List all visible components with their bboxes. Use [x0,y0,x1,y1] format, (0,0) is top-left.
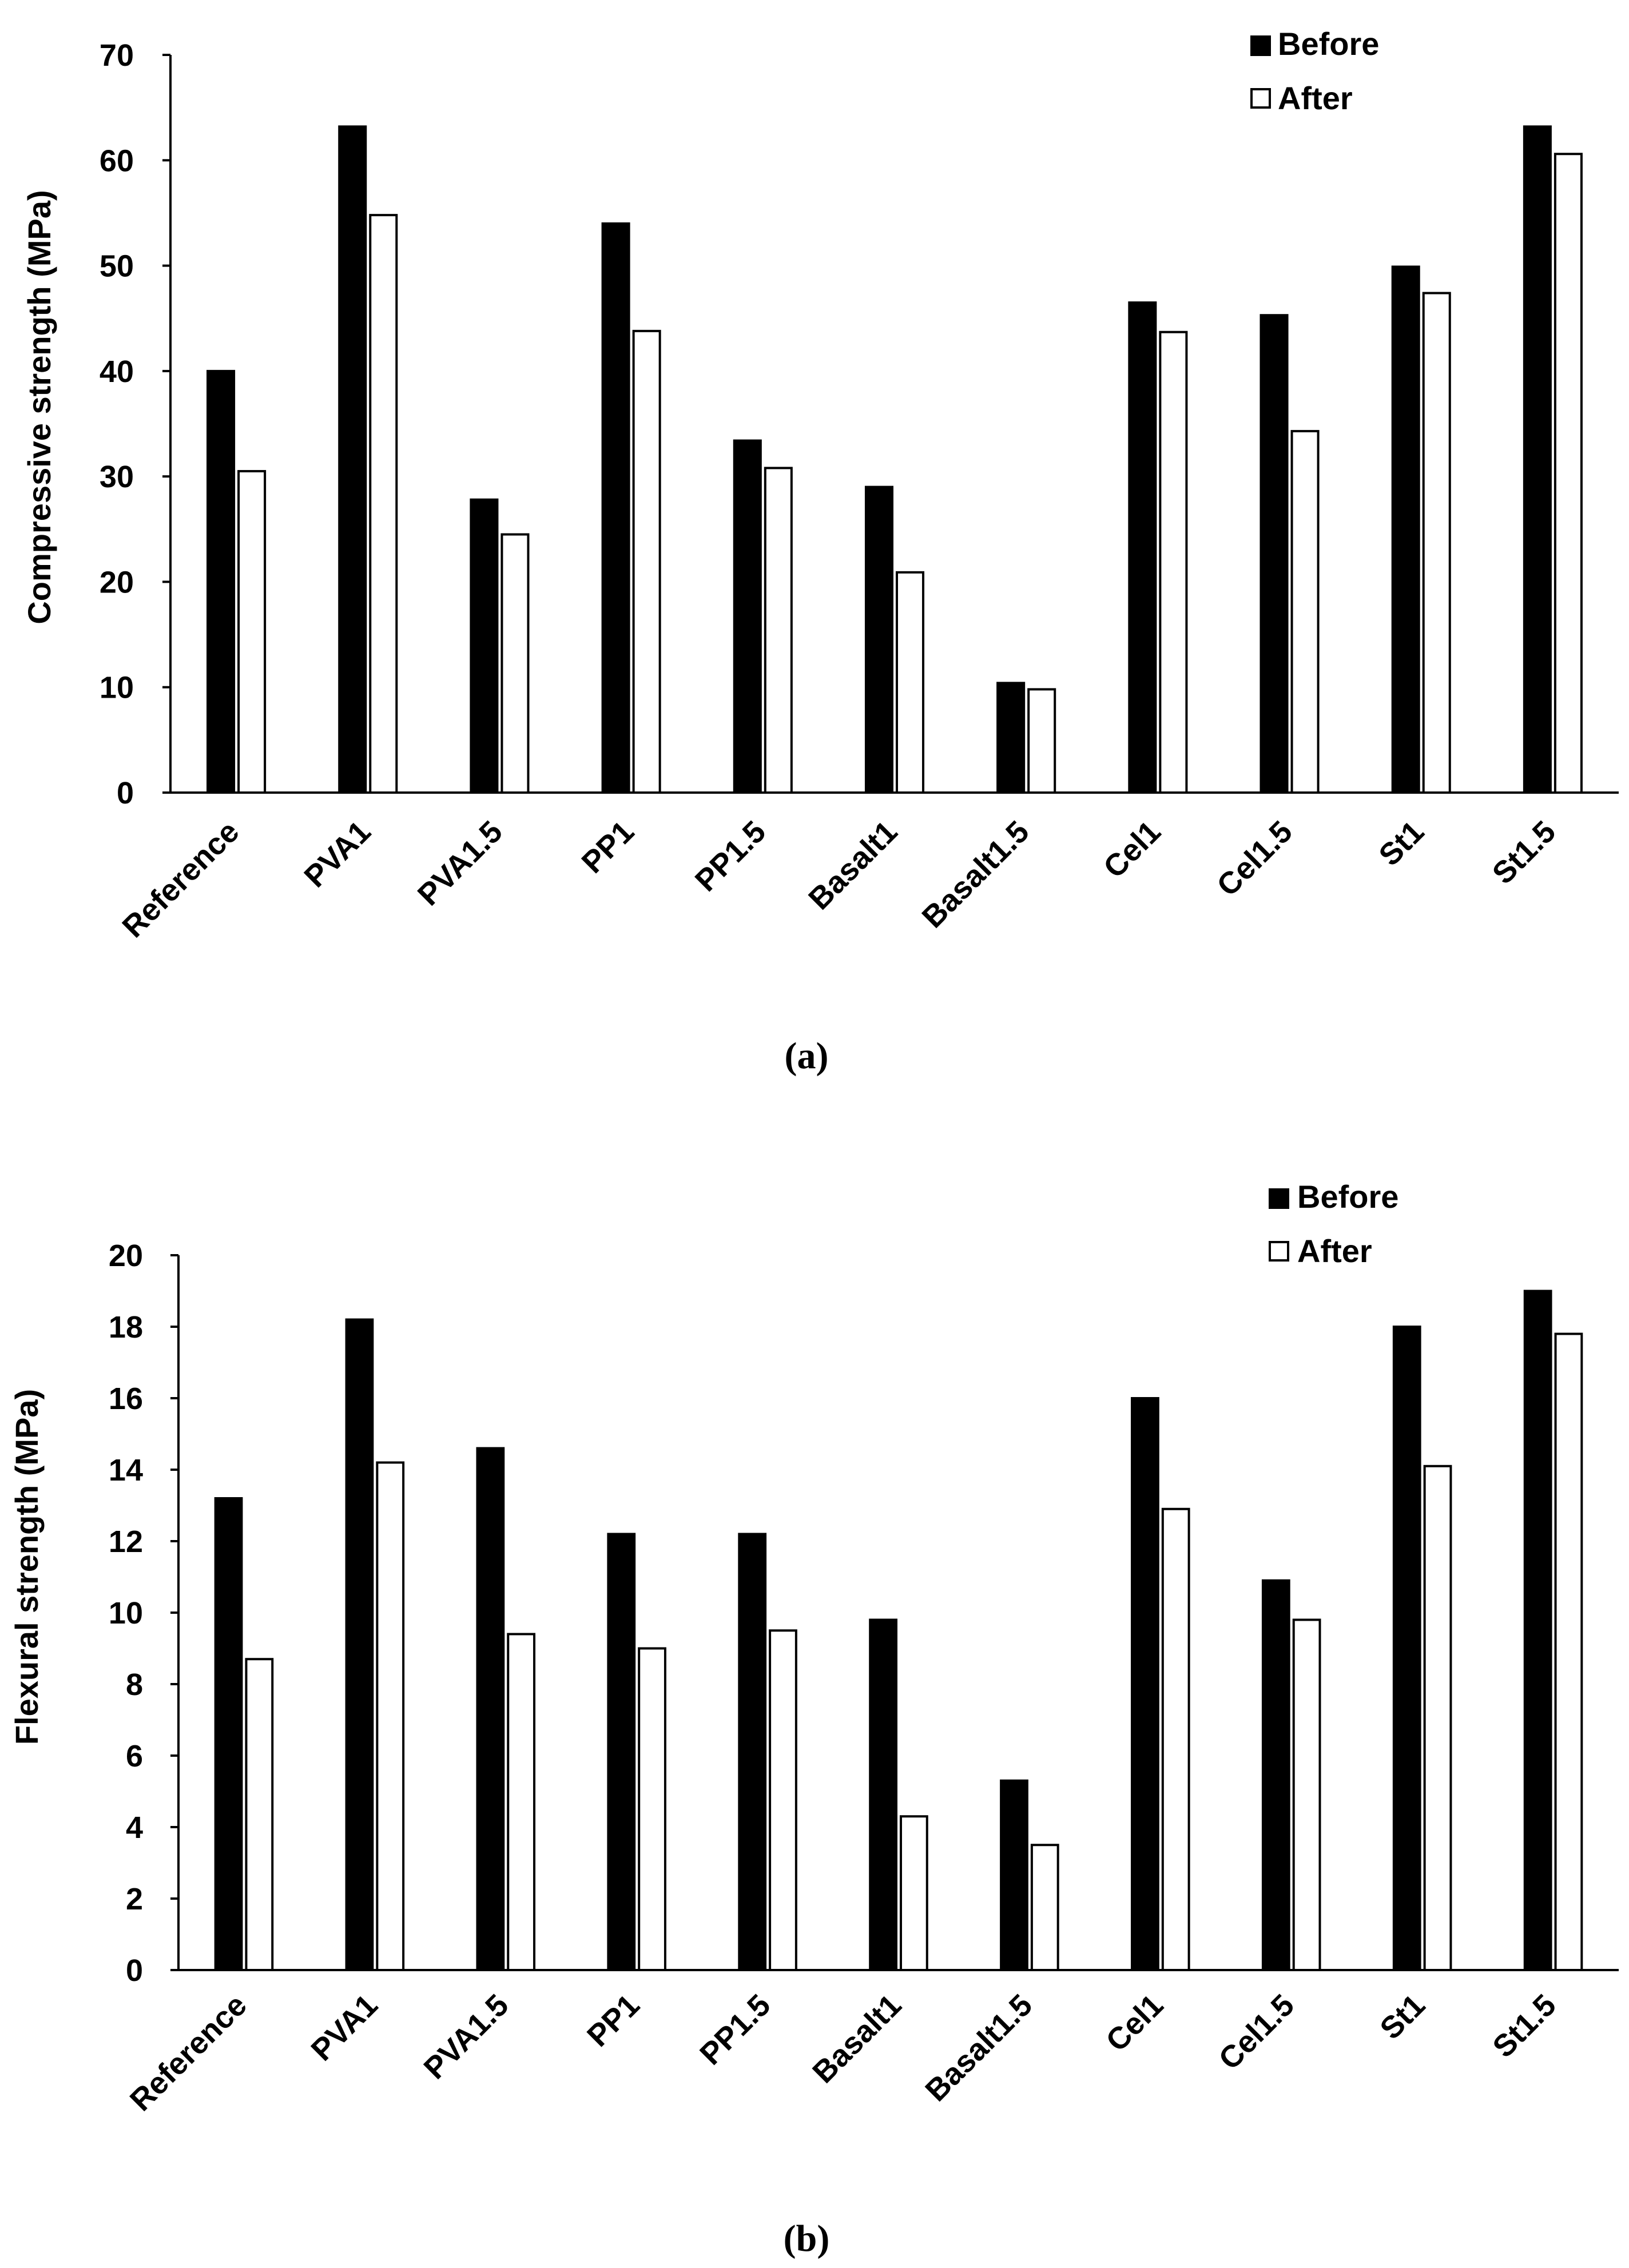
bar-after-basalt1-5 [1027,688,1056,794]
bars [206,125,1583,794]
bar-after-cel1 [1161,1507,1190,1971]
legend-swatch-after [1269,1241,1289,1262]
y-tick-label: 2 [126,1882,143,1916]
bar-after-basalt1-5 [1030,1844,1059,1971]
legend-label-after: After [1297,1233,1372,1269]
bar-after-basalt1 [896,571,925,794]
y-tick-label: 10 [109,1596,143,1630]
legend: Before After [1269,1179,1398,1269]
bar-before-pva1 [338,125,367,794]
y-tick-label: 18 [109,1310,143,1344]
y-tick-label: 60 [100,144,134,178]
bar-before-st1 [1392,1326,1421,1971]
bar-after-pva1 [376,1461,405,1971]
y-axis-title: Compressive strength (MPa) [21,190,57,624]
bar-after-pp1-5 [769,1629,797,1971]
legend-label-before: Before [1278,26,1379,62]
bar-before-pva1 [345,1318,374,1971]
bar-after-cel1 [1159,331,1188,794]
bar-before-basalt1-5 [996,682,1026,794]
y-tick-label: 16 [109,1382,143,1416]
bar-after-st1-5 [1554,1332,1583,1971]
y-tick-label: 20 [100,565,134,599]
bar-before-pp1 [601,222,630,794]
bar-before-cel1-5 [1260,314,1289,794]
y-tick-label: 0 [117,776,134,810]
legend-label-after: After [1278,80,1353,116]
y-tick-label: 50 [100,249,134,284]
y-tick-label: 14 [109,1453,143,1487]
bar-before-cel1 [1128,301,1157,794]
bar-after-pp1 [632,329,661,794]
y-axis-title: Flexural strength (MPa) [9,1389,45,1745]
bar-before-pva1-5 [476,1447,505,1971]
bar-before-st1 [1391,265,1420,794]
bar-before-basalt1-5 [1000,1779,1028,1971]
bar-before-cel1-5 [1261,1579,1290,1971]
bar-after-reference [245,1658,274,1971]
bar-after-pva1-5 [500,533,530,794]
bar-before-basalt1 [869,1618,897,1971]
y-tick-label: 30 [100,460,134,494]
bar-after-st1 [1422,292,1451,794]
bar-before-pp1-5 [733,439,762,794]
y-tick-label: 6 [126,1739,143,1773]
bar-before-pp1 [607,1533,636,1971]
y-tick-label: 4 [126,1811,143,1845]
legend-swatch-after [1250,88,1271,109]
y-tick-label: 8 [126,1668,143,1702]
legend-swatch-before [1250,35,1271,56]
y-tick-label: 12 [109,1525,143,1559]
legend-swatch-before [1269,1188,1289,1209]
bar-before-pva1-5 [470,498,499,794]
bar-after-pp1 [638,1647,666,1971]
bar-before-reference [214,1497,243,1971]
bar-before-cel1 [1131,1397,1159,1971]
y-axis-ticks: 0 2 4 6 8 10 12 14 16 18 20 [109,1239,178,1988]
bar-before-reference [206,369,236,794]
bar-after-st1-5 [1553,153,1583,794]
figure-caption: (a) [785,1035,829,1077]
y-tick-label: 0 [126,1953,143,1988]
legend: Before After [1250,26,1379,116]
bar-before-basalt1 [864,486,893,794]
y-tick-label: 10 [100,671,134,705]
y-axis-ticks: 0 10 20 30 40 50 60 70 [100,38,170,810]
bar-after-reference [237,469,267,794]
bar-after-basalt1 [900,1815,928,1971]
bar-before-pp1-5 [738,1533,767,1971]
bar-after-st1 [1423,1465,1452,1971]
legend-label-before: Before [1297,1179,1398,1215]
y-tick-label: 40 [100,355,134,389]
bar-after-cel1-5 [1290,429,1320,794]
bar-before-st1-5 [1523,125,1552,794]
bar-before-st1-5 [1523,1290,1552,1971]
bar-after-pva1 [369,214,398,794]
bar-after-pva1-5 [507,1633,536,1971]
y-tick-label: 70 [100,38,134,73]
bars [214,1290,1583,1971]
bar-after-cel1-5 [1292,1618,1321,1971]
figure-caption: (b) [784,2218,830,2259]
y-tick-label: 20 [109,1239,143,1273]
bar-after-pp1-5 [764,467,793,794]
